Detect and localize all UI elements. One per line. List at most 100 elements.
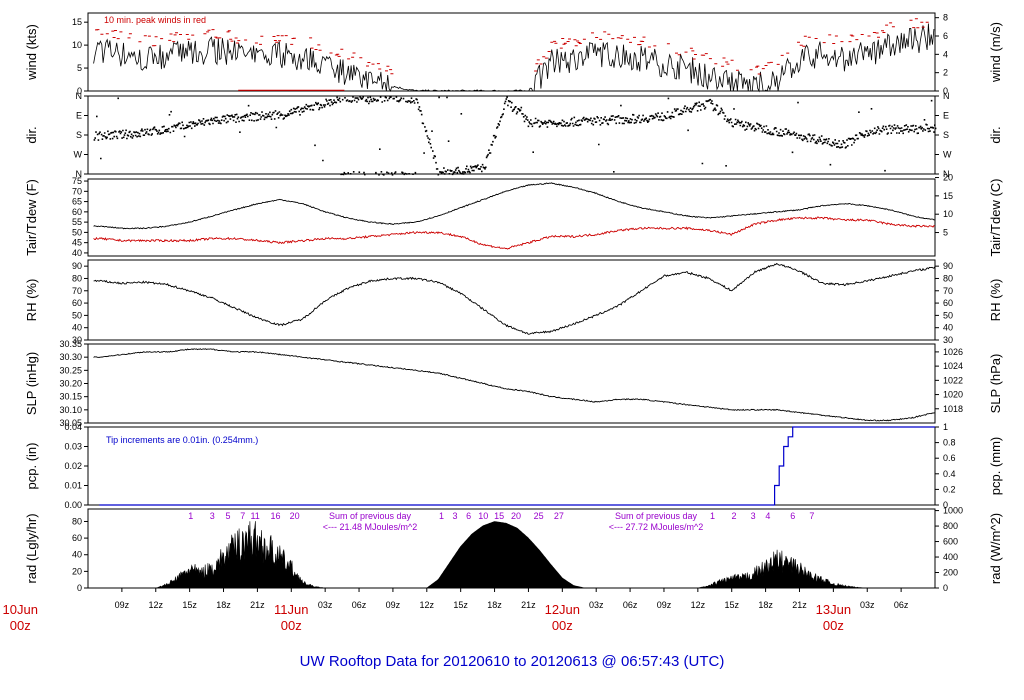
ytick-label-right: 8: [943, 13, 948, 23]
ytick-label-right: 600: [943, 537, 958, 547]
xtick-label: 21z: [521, 600, 536, 610]
xtick-label: 18z: [216, 600, 231, 610]
daily-sum-label: Sum of previous day: [615, 511, 698, 521]
xtick-label: 09z: [115, 600, 130, 610]
ylabel-right: RH (%): [988, 279, 1003, 322]
ytick-label-right: 5: [943, 228, 948, 238]
ytick-label-right: N: [943, 169, 950, 179]
ytick-label: 60: [72, 298, 82, 308]
ytick-label-right: 20: [943, 173, 953, 183]
xtick-label: 06z: [352, 600, 367, 610]
ytick-label-right: 1018: [943, 404, 963, 414]
ytick-label: S: [76, 130, 82, 140]
ytick-label: 0.01: [64, 481, 82, 491]
ytick-label: 0.00: [64, 500, 82, 510]
xtick-label: 12z: [691, 600, 706, 610]
ytick-label-right: 10: [943, 209, 953, 219]
precip-series-line: [99, 426, 935, 506]
ytick-label-right: 400: [943, 552, 958, 562]
cloud-mark-label: 27: [554, 511, 564, 521]
ytick-label: 60: [72, 533, 82, 543]
xtick-label: 12z: [420, 600, 435, 610]
peak-wind-marks: [95, 18, 929, 75]
ylabel-left: rad (Lgly/hr): [24, 513, 39, 583]
x-axis: 09z 12z 15z 18z 21z 03z 06z 09z 12z 15z 18z 21z 03z 0…: [3, 588, 909, 633]
ytick-label: 70: [72, 286, 82, 296]
ytick-label: 55: [72, 217, 82, 227]
ytick-label-right: 6: [943, 31, 948, 41]
cloud-mark-label: 2: [731, 511, 736, 521]
cloud-mark-label: 3: [453, 511, 458, 521]
ytick-label: 90: [72, 261, 82, 271]
ytick-label-right: 0: [943, 583, 948, 593]
ytick-label-right: 1020: [943, 390, 963, 400]
xtick-label: 09z: [657, 600, 672, 610]
precip-annotation: Tip increments are 0.01in. (0.254mm.): [106, 435, 258, 445]
xtick-label: 06z: [894, 600, 909, 610]
xtick-label: 09z: [386, 600, 401, 610]
day-label-hour: 00z: [10, 618, 31, 633]
slp-series-line: [93, 348, 935, 422]
ytick-label: E: [76, 111, 82, 121]
ytick-label-right: 0: [943, 500, 948, 510]
ytick-label-right: 15: [943, 191, 953, 201]
daily-sum-value: <--- 27.72 MJoules/m^2: [609, 522, 704, 532]
ytick-label-right: W: [943, 150, 952, 160]
cloud-mark-label: 5: [226, 511, 231, 521]
ylabel-right: Tair/Tdew (C): [988, 178, 1003, 256]
rh-series-line: [93, 262, 936, 335]
cloud-mark-label: 20: [290, 511, 300, 521]
ytick-label: 40: [72, 550, 82, 560]
ytick-label-right: 0.6: [943, 453, 956, 463]
ytick-label-right: S: [943, 130, 949, 140]
ytick-label: 30.10: [59, 405, 82, 415]
xtick-label: 21z: [792, 600, 807, 610]
xtick-label: 03z: [318, 600, 333, 610]
ylabel-right: wind (m/s): [988, 22, 1003, 83]
ytick-label: 50: [72, 310, 82, 320]
cloud-mark-label: 25: [534, 511, 544, 521]
ytick-label-right: 200: [943, 568, 958, 578]
ytick-label: 40: [72, 323, 82, 333]
cloud-mark-label: 3: [210, 511, 215, 521]
ylabel-left: dir.: [24, 126, 39, 143]
ytick-label: 50: [72, 227, 82, 237]
ylabel-left: SLP (inHg): [24, 352, 39, 415]
ytick-label: 45: [72, 238, 82, 248]
wind-annotation: 10 min. peak winds in red: [104, 15, 206, 25]
ytick-label: 80: [72, 273, 82, 283]
ytick-label: 15: [72, 17, 82, 27]
wind-series-line: [93, 23, 935, 93]
ytick-label-right: 1000: [943, 506, 963, 516]
cloud-mark-label: 16: [270, 511, 280, 521]
ytick-label-right: 4: [943, 49, 948, 59]
ytick-label: 30.20: [59, 379, 82, 389]
ytick-label: 5: [77, 63, 82, 73]
xtick-label: 15z: [182, 600, 197, 610]
ytick-label-right: 70: [943, 286, 953, 296]
cloud-mark-label: 10: [478, 511, 488, 521]
ytick-label: 0.02: [64, 461, 82, 471]
ytick-label: 65: [72, 197, 82, 207]
ytick-label-right: 50: [943, 310, 953, 320]
xtick-label: 03z: [860, 600, 875, 610]
ytick-label: 0.03: [64, 442, 82, 452]
xtick-label: 15z: [724, 600, 739, 610]
ytick-label: 0: [77, 86, 82, 96]
xtick-label: 21z: [250, 600, 265, 610]
radiation-area-day-2: [425, 521, 597, 589]
ytick-label: 75: [72, 176, 82, 186]
ytick-label-right: 1026: [943, 347, 963, 357]
ytick-label: 60: [72, 207, 82, 217]
ytick-label: N: [76, 91, 83, 101]
ytick-label-right: 1: [943, 422, 948, 432]
ytick-label-right: 40: [943, 323, 953, 333]
ytick-label: 20: [72, 566, 82, 576]
cloud-mark-label: 7: [809, 511, 814, 521]
ytick-label: 30.05: [59, 418, 82, 428]
day-label-date: 12Jun: [545, 602, 580, 617]
